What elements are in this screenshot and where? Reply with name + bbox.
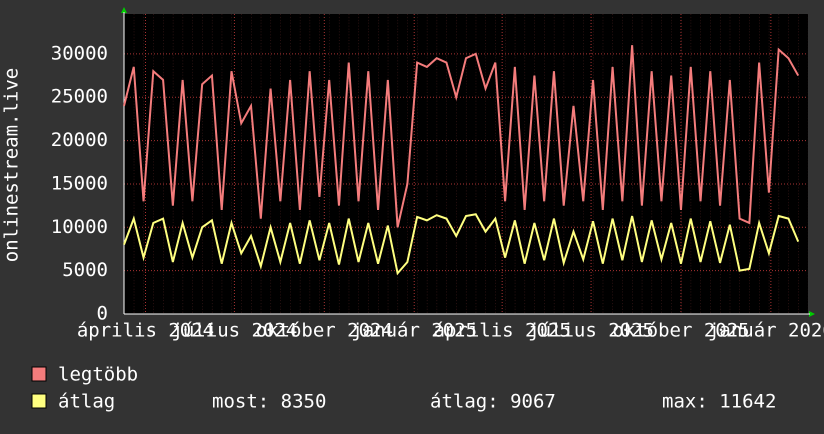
x-tick-label: október 2025 (612, 320, 749, 342)
y-tick-label: 25000 (51, 86, 108, 108)
legend-swatch (31, 366, 47, 382)
y-tick-label: 20000 (51, 129, 108, 151)
legend-stat: átlag: 9067 (430, 391, 556, 413)
y-tick-label: 10000 (51, 216, 108, 238)
minor-grid (124, 14, 808, 314)
y-tick-label: 5000 (62, 259, 108, 281)
x-tick-label: október 2024 (256, 320, 393, 342)
x-tick-label: július 2025 (528, 320, 654, 342)
legend-swatch (31, 393, 47, 409)
y-tick-label: 30000 (51, 42, 108, 64)
x-tick-label: április 2025 (434, 320, 571, 342)
y-tick-label: 15000 (51, 172, 108, 194)
series-line (123, 45, 800, 228)
axis-arrow (121, 7, 127, 13)
y-tick-label: 0 (97, 303, 108, 325)
x-tick-label: július 2024 (171, 320, 297, 342)
axis-arrow (809, 311, 815, 317)
legend-label: átlag (58, 391, 115, 413)
x-tick-label: január 2025 (351, 320, 477, 342)
x-tick-label: január 2026 (708, 320, 824, 342)
series-line (123, 213, 800, 276)
x-tick-label: április 2024 (77, 320, 214, 342)
y-axis-label: onlinestream.live (1, 68, 23, 262)
legend-stat: max: 11642 (662, 391, 776, 413)
legend-label: legtöbb (58, 364, 138, 386)
legend-stat: most: 8350 (212, 391, 326, 413)
